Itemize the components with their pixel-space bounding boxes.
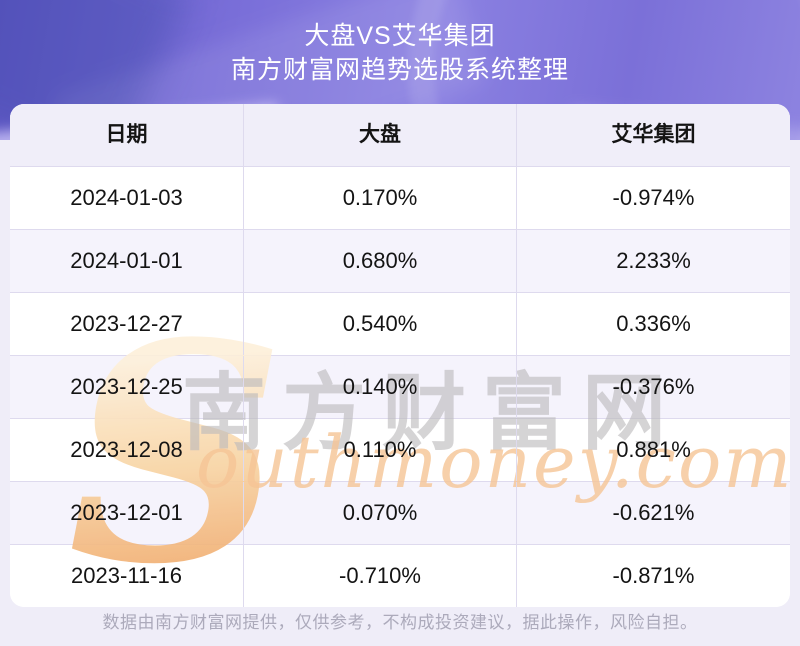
cell-stock: 0.336% [516, 293, 790, 355]
cell-date: 2023-12-08 [70, 437, 183, 462]
hero-titles: 大盘VS艾华集团 南方财富网趋势选股系统整理 [0, 20, 800, 86]
header-cell-date: 日期 [105, 123, 148, 146]
data-table: 日期 大盘 艾华集团 2024-01-03 0.170% -0.974% 202… [10, 104, 790, 607]
table-row: 2024-01-03 0.170% -0.974% [10, 166, 790, 229]
table-row: 2023-12-08 0.110% 0.881% [10, 418, 790, 481]
table-row: 2023-12-27 0.540% 0.336% [10, 292, 790, 355]
cell-stock: -0.871% [516, 545, 790, 607]
cell-stock: -0.974% [516, 167, 790, 229]
table-body: 2024-01-03 0.170% -0.974% 2024-01-01 0.6… [10, 166, 790, 607]
cell-date: 2024-01-01 [70, 248, 183, 273]
cell-stock: 2.233% [516, 230, 790, 292]
cell-market: 0.110% [243, 419, 516, 481]
cell-date: 2023-12-27 [70, 311, 183, 336]
cell-stock: 0.881% [516, 419, 790, 481]
cell-date: 2023-11-16 [71, 563, 182, 588]
table-header-row: 日期 大盘 艾华集团 [10, 104, 790, 166]
cell-market: 0.140% [243, 356, 516, 418]
cell-date: 2023-12-01 [70, 500, 183, 525]
cell-market: 0.070% [243, 482, 516, 544]
cell-market: 0.540% [243, 293, 516, 355]
cell-stock: -0.621% [516, 482, 790, 544]
header-cell-market: 大盘 [243, 104, 516, 166]
cell-date: 2023-12-25 [70, 374, 183, 399]
page-subtitle: 南方财富网趋势选股系统整理 [230, 56, 569, 84]
cell-market: 0.170% [243, 167, 516, 229]
cell-market: 0.680% [243, 230, 516, 292]
cell-date: 2024-01-03 [70, 185, 183, 210]
table-row: 2023-12-01 0.070% -0.621% [10, 481, 790, 544]
cell-market: -0.710% [243, 545, 516, 607]
cell-stock: -0.376% [516, 356, 790, 418]
table-row: 2023-12-25 0.140% -0.376% [10, 355, 790, 418]
page-title: 大盘VS艾华集团 [304, 22, 496, 50]
header-cell-stock: 艾华集团 [516, 104, 790, 166]
table-row: 2023-11-16 -0.710% -0.871% [10, 544, 790, 607]
table-row: 2024-01-01 0.680% 2.233% [10, 229, 790, 292]
footer-disclaimer: 数据由南方财富网提供，仅供参考，不构成投资建议，据此操作，风险自担。 [102, 613, 698, 632]
